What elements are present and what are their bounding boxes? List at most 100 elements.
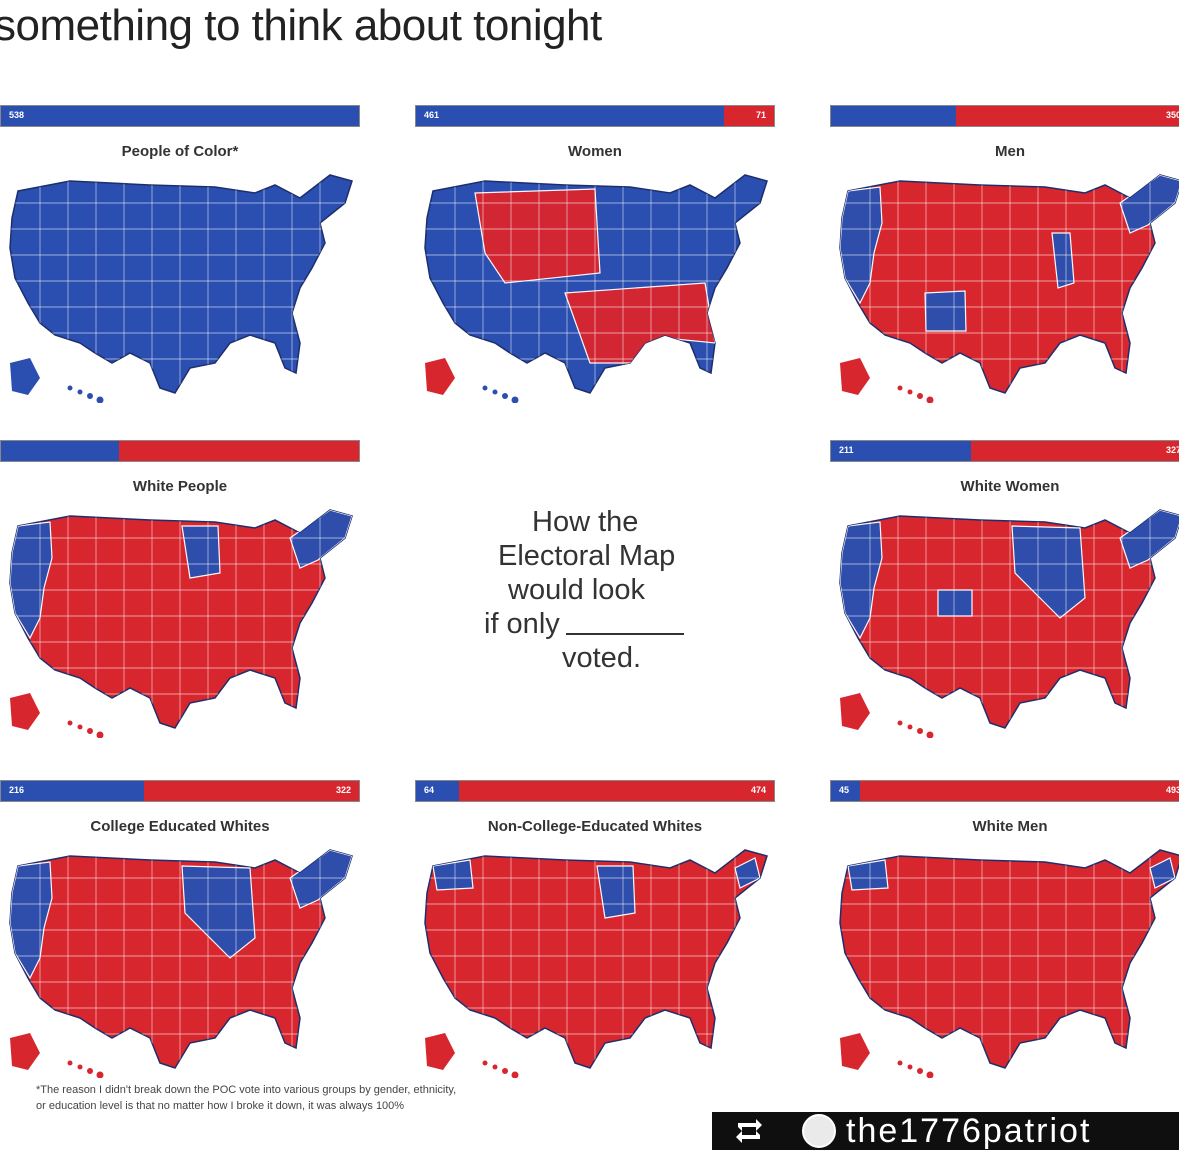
repost-handle[interactable]: the1776patriot (846, 1111, 1092, 1150)
map-panel: 538 People of Color* (0, 105, 360, 405)
footnote-line-1: *The reason I didn't break down the POC … (36, 1084, 457, 1096)
electoral-vote-bar: 461 71 (415, 105, 775, 127)
hawaii (897, 1060, 934, 1078)
center-line-4: if only (484, 608, 560, 640)
panel-title: White People (132, 478, 228, 495)
repost-banner[interactable]: the1776patriot (712, 1112, 1179, 1150)
region-new-mexico-blue (924, 290, 967, 332)
electoral-vote-bar: 216 322 (0, 780, 360, 802)
electoral-vote-bar (0, 440, 360, 462)
rep-ev-count: 327 (1165, 445, 1179, 455)
hawaii (897, 720, 934, 738)
rep-bar: 71 (723, 106, 774, 126)
region-west-coast-blue (10, 861, 53, 980)
us-map (839, 509, 1179, 738)
dem-bar (1, 441, 120, 461)
caption: something to think about tonight (0, 1, 602, 50)
electoral-vote-bar: 45 493 (830, 780, 1179, 802)
repost-icon[interactable] (734, 1117, 764, 1145)
region-upper-midwest-blue (1011, 525, 1086, 619)
us-map (9, 174, 353, 403)
region-illinois-blue (1051, 232, 1075, 289)
us-outline (424, 849, 768, 1069)
alaska (10, 1033, 40, 1070)
region-northeast-blue (1119, 175, 1179, 234)
panel-title: Women (568, 143, 622, 160)
us-outline (839, 849, 1179, 1069)
electoral-vote-bar: 350 (830, 105, 1179, 127)
map-panel: 64 474 Non-College-Educated Whites (415, 780, 775, 1080)
dem-bar: 45 (831, 781, 860, 801)
hawaii (67, 1060, 104, 1078)
alaska (10, 358, 40, 395)
map-panel: 350 Men (830, 105, 1179, 405)
panel-title: Non-College-Educated Whites (487, 818, 703, 835)
panel-title: Men (995, 143, 1025, 160)
rep-bar: 493 (859, 781, 1179, 801)
us-outline (9, 174, 353, 394)
region-northeast-blue (1119, 510, 1179, 569)
us-map (424, 849, 768, 1078)
region-colorado-blue (937, 589, 973, 617)
electoral-vote-bar: 211 327 (830, 440, 1179, 462)
us-map (839, 174, 1179, 403)
rep-ev-count: 71 (755, 110, 766, 120)
map-panel: 45 493 White Men (830, 780, 1179, 1080)
map-panel: 216 322 College Educated Whites (0, 780, 360, 1080)
alaska (840, 693, 870, 730)
center-heading: How the Electoral Map would look if only… (470, 505, 710, 675)
us-map (424, 174, 768, 403)
avatar[interactable] (802, 1114, 836, 1148)
center-line-2: Electoral Map (498, 540, 676, 572)
hawaii (897, 385, 934, 403)
region-west-coast-blue (840, 521, 883, 640)
dem-ev-count: 538 (9, 110, 25, 120)
rep-bar: 327 (970, 441, 1179, 461)
dem-bar: 216 (1, 781, 145, 801)
rep-bar: 350 (956, 106, 1179, 126)
dem-ev-count: 45 (839, 785, 850, 795)
dem-bar (831, 106, 957, 126)
rep-bar: 474 (458, 781, 774, 801)
dem-ev-count: 211 (839, 445, 854, 455)
region-west-coast-blue (10, 521, 53, 640)
dem-ev-count: 64 (424, 785, 435, 795)
dem-bar: 64 (416, 781, 459, 801)
rep-ev-count: 322 (335, 785, 351, 795)
alaska (840, 358, 870, 395)
rep-ev-count: 350 (1165, 110, 1179, 120)
center-line-4-wrap: if only (484, 607, 710, 641)
map-panel: White People (0, 440, 360, 740)
hawaii (67, 385, 104, 403)
us-map (839, 849, 1179, 1078)
electoral-vote-bar: 538 (0, 105, 360, 127)
panel-title: People of Color* (121, 143, 239, 160)
map-panel: 461 71 Women (415, 105, 775, 405)
region-washington-blue (432, 859, 474, 891)
alaska (425, 1033, 455, 1070)
region-minnesota-blue (596, 865, 636, 919)
region-upper-midwest-blue (181, 865, 256, 959)
alaska (425, 358, 455, 395)
hawaii (482, 1060, 519, 1078)
panel-title: College Educated Whites (90, 818, 270, 835)
rep-ev-count: 474 (750, 785, 766, 795)
rep-ev-count: 493 (1165, 785, 1179, 795)
dem-ev-count: 461 (424, 110, 440, 120)
rep-bar (119, 441, 359, 461)
hawaii (67, 720, 104, 738)
us-map (9, 849, 353, 1078)
blank-line (565, 633, 684, 635)
electoral-vote-bar: 64 474 (415, 780, 775, 802)
region-washington-blue (847, 859, 889, 891)
dem-ev-count: 216 (9, 785, 25, 795)
us-map (9, 509, 353, 738)
center-line-5: voted. (562, 642, 641, 674)
hawaii (482, 385, 519, 403)
footnote-line-2: or education level is that no matter how… (36, 1100, 405, 1112)
panel-title: White Men (972, 818, 1048, 835)
center-line-3: would look (508, 574, 646, 606)
alaska (840, 1033, 870, 1070)
rep-bar: 322 (144, 781, 359, 801)
dem-bar: 211 (831, 441, 971, 461)
